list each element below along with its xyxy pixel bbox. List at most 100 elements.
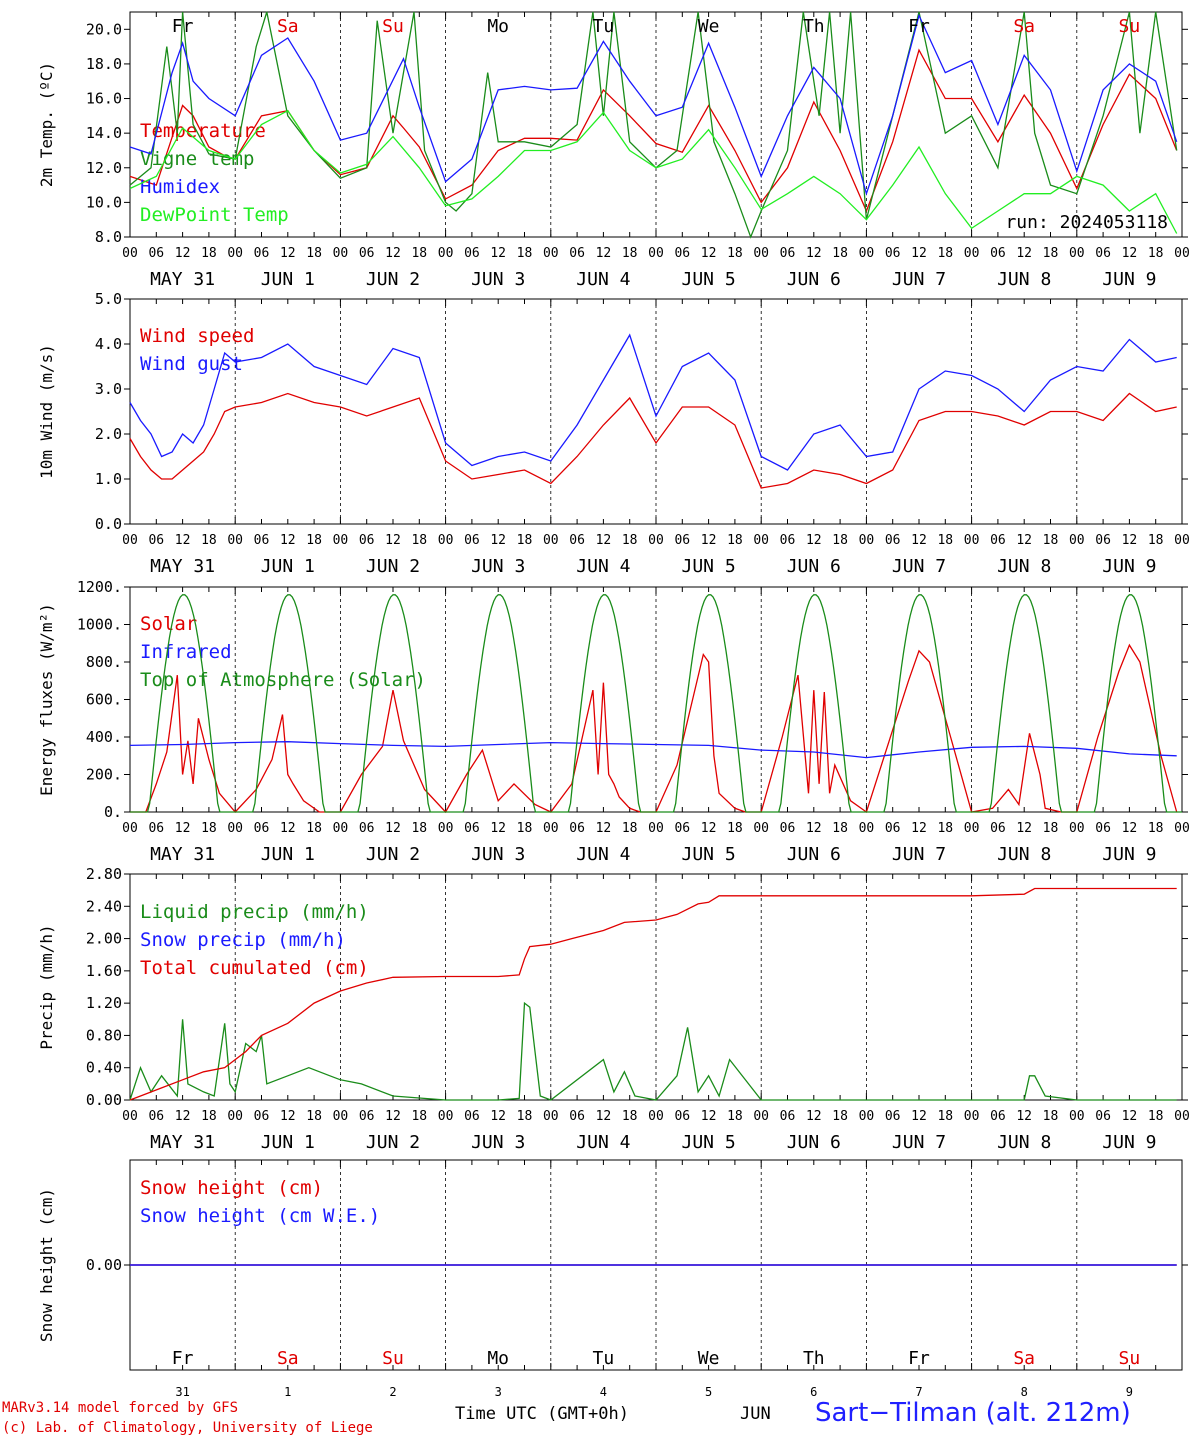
hour-tick-label: 18 [411,1109,427,1124]
weekday-label: Tu [593,1348,615,1369]
hour-tick-label: 06 [569,533,585,548]
hour-tick-label: 18 [832,1109,848,1124]
legend-entry: Humidex [140,176,220,198]
hour-tick-label: 06 [464,1109,480,1124]
hour-tick-label: 18 [832,246,848,261]
hour-tick-label: 00 [1174,821,1190,836]
weekday-label: Su [1119,1348,1141,1369]
day-number-label: 1 [284,1385,291,1399]
hour-tick-label: 06 [674,246,690,261]
date-label: JUN 9 [1102,844,1156,865]
date-label: JUN 8 [997,844,1051,865]
hour-tick-label: 18 [201,1109,217,1124]
date-label: JUN 5 [682,556,736,577]
date-label: JUN 8 [997,1132,1051,1153]
y-tick-label: 5.0 [95,290,122,308]
legend-entry: Snow height (cm) [140,1177,323,1199]
hour-tick-label: 00 [227,533,243,548]
y-tick-label: 1.60 [86,962,122,980]
y-tick-label: 0.00 [86,1091,122,1109]
series-line-temperature [129,48,1178,213]
hour-tick-label: 00 [122,821,138,836]
day-number-label: 31 [175,1385,189,1399]
hour-tick-label: 12 [911,533,927,548]
hour-tick-label: 12 [175,1109,191,1124]
series-line-total-cumulated-cm- [129,887,1177,1101]
hour-tick-label: 00 [543,821,559,836]
hour-tick-label: 18 [201,821,217,836]
hour-tick-label: 12 [701,246,717,261]
y-tick-label: 0.00 [86,1256,122,1274]
hour-tick-label: 12 [806,1109,822,1124]
hour-tick-label: 12 [701,1109,717,1124]
hour-tick-label: 18 [1148,246,1164,261]
legend-entry: Wind gust [140,353,243,375]
hour-tick-label: 18 [201,533,217,548]
hour-tick-label: 00 [859,1109,875,1124]
y-tick-label: 0.0 [95,515,122,533]
legend-entry: Total cumulated (cm) [140,957,369,979]
hour-tick-label: 12 [490,533,506,548]
hour-tick-label: 12 [1122,246,1138,261]
legend-entry: Solar [140,613,197,635]
weekday-label: We [698,16,720,37]
y-tick-label: 1.0 [95,470,122,488]
hour-tick-label: 00 [333,246,349,261]
legend-entry: Wind speed [140,325,254,347]
date-label: JUN 6 [787,1132,841,1153]
hour-tick-label: 06 [254,533,270,548]
date-label: JUN 3 [471,556,525,577]
y-tick-label: 800. [86,653,122,671]
hour-tick-label: 00 [227,246,243,261]
y-tick-label: 600. [86,691,122,709]
hour-tick-label: 12 [596,1109,612,1124]
hour-tick-label: 18 [411,533,427,548]
hour-tick-label: 00 [1174,1109,1190,1124]
date-label: MAY 31 [150,1132,215,1153]
hour-tick-label: 12 [911,821,927,836]
hour-tick-label: 18 [832,821,848,836]
hour-tick-label: 06 [1095,1109,1111,1124]
y-tick-label: 0.80 [86,1026,122,1044]
hour-tick-label: 00 [438,246,454,261]
date-label: JUN 1 [261,269,315,290]
hour-tick-label: 18 [622,533,638,548]
hour-tick-label: 06 [885,533,901,548]
hour-tick-label: 18 [1043,1109,1059,1124]
day-number-label: 2 [389,1385,396,1399]
date-label: JUN 3 [471,1132,525,1153]
date-label: JUN 9 [1102,269,1156,290]
y-tick-label: 2.80 [86,865,122,883]
hour-tick-label: 12 [806,246,822,261]
hour-tick-label: 18 [517,533,533,548]
hour-tick-label: 12 [175,533,191,548]
date-label: JUN 2 [366,1132,420,1153]
series-line-infrared [129,741,1177,759]
series-line-liquid-precip-mm-h- [129,1001,1177,1101]
hour-tick-label: 00 [122,246,138,261]
date-label: JUN 2 [366,556,420,577]
hour-tick-label: 18 [306,246,322,261]
day-number-label: 7 [915,1385,922,1399]
date-label: JUN 9 [1102,1132,1156,1153]
hour-tick-label: 12 [385,246,401,261]
hour-tick-label: 18 [517,1109,533,1124]
hour-tick-label: 18 [937,533,953,548]
y-tick-label: 20.0 [86,20,122,38]
legend-entry: Snow precip (mm/h) [140,929,346,951]
legend-entry: Top of Atmosphere (Solar) [140,669,426,691]
hour-tick-label: 06 [1095,821,1111,836]
panel-frame [129,586,1183,813]
hour-tick-label: 06 [254,246,270,261]
hour-tick-label: 12 [911,1109,927,1124]
y-tick-label: 14.0 [86,124,122,142]
hour-tick-label: 06 [1095,246,1111,261]
hour-tick-label: 12 [911,246,927,261]
hour-tick-label: 00 [964,246,980,261]
hour-tick-label: 00 [859,246,875,261]
series-line-top-of-atmosphere-solar- [130,594,1182,813]
hour-tick-label: 18 [306,1109,322,1124]
y-tick-label: 0. [104,803,122,821]
date-label: JUN 2 [366,269,420,290]
hour-tick-label: 06 [569,821,585,836]
